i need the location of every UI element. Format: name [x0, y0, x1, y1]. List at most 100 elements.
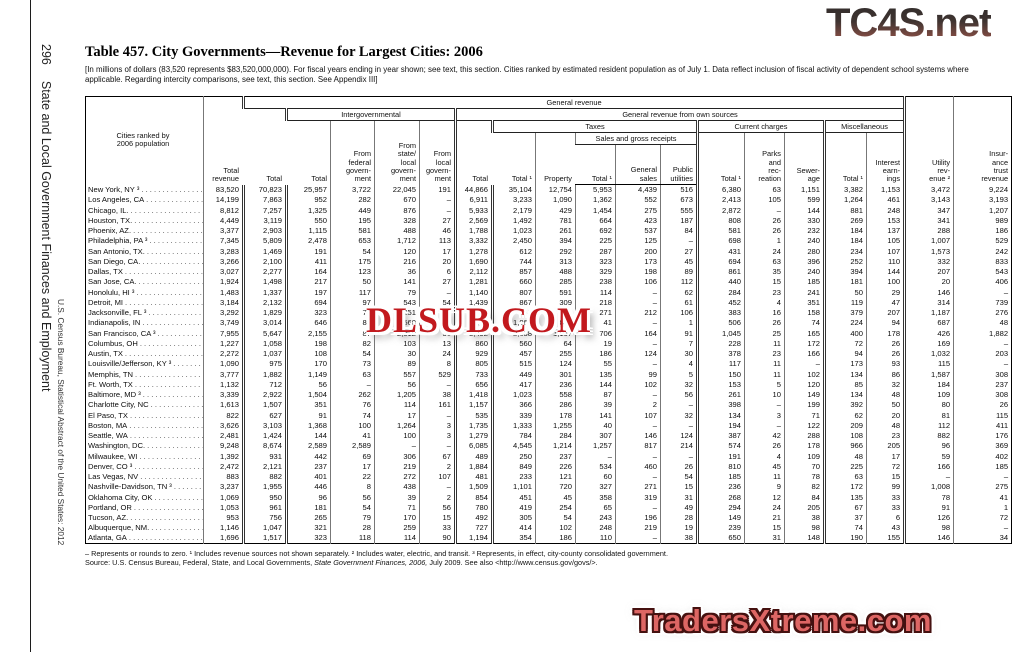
value-cell: 313	[535, 256, 576, 267]
value-cell: 1,115	[285, 225, 331, 236]
city-label: Washington, DC.	[88, 441, 146, 451]
city-label: Memphis, TN	[88, 369, 134, 379]
value-cell: 112	[660, 276, 698, 287]
col-header-insurance-trust: Insur- ance trust revenue	[953, 96, 1012, 185]
value-cell: 2,903	[242, 225, 287, 236]
table-row: Tucson, AZ.. . . . . . . . . . . . . . .…	[86, 512, 1012, 523]
value-cell: 857	[491, 266, 536, 277]
value-cell: 200	[615, 246, 661, 257]
col-header-ig-state-local: From state/ local govern- ment	[374, 120, 420, 185]
value-cell: 1,257	[575, 440, 616, 451]
watermark-tc4s: TC4S.net	[826, 1, 992, 45]
value-cell: 63	[330, 369, 375, 380]
value-cell: 144	[575, 379, 616, 390]
value-cell: 953	[203, 512, 244, 523]
city-label: Chicago, IL.	[88, 205, 129, 215]
table-row: San Francisco, CA ³. . . . . . . . . . .…	[86, 328, 1012, 339]
value-cell: 15	[865, 471, 905, 482]
dot-leader: . . . . . . . . . . . . . . . . . . . . …	[139, 338, 203, 348]
value-cell: 219	[374, 461, 420, 472]
footnote-symbols: – Represents or rounds to zero. ¹ Includ…	[85, 549, 668, 558]
value-cell: 366	[491, 399, 536, 410]
dot-leader: . . . . . . . . . . . . . . . . . . . . …	[146, 246, 203, 256]
value-cell: 25	[744, 328, 785, 339]
value-cell: 332	[903, 256, 954, 267]
dot-leader: . . . . . . . . . . . . . . . . . . . . …	[150, 400, 203, 410]
value-cell: 807	[491, 287, 536, 298]
value-cell: 1,008	[903, 481, 954, 492]
value-cell: 48	[865, 389, 905, 400]
city-cell: Atlanta, GA. . . . . . . . . . . . . . .…	[86, 533, 204, 543]
value-cell: 24	[744, 246, 785, 257]
value-cell: 3,382	[823, 184, 867, 195]
value-cell: 126	[903, 512, 954, 523]
value-cell: 78	[903, 492, 954, 503]
value-cell: 56	[419, 328, 456, 339]
city-cell: Denver, CO ³. . . . . . . . . . . . . . …	[86, 461, 204, 471]
value-cell: 989	[953, 215, 1012, 226]
value-cell: 178	[535, 410, 576, 421]
col-header-cc-total: Total ¹	[696, 132, 745, 185]
value-cell: 3,103	[242, 420, 287, 431]
value-cell: 185	[953, 461, 1012, 472]
value-cell: 219	[615, 522, 661, 533]
value-cell: 2,481	[203, 430, 244, 441]
value-cell: 119	[823, 297, 867, 308]
value-cell: 8,674	[242, 440, 287, 451]
value-cell: 442	[285, 451, 331, 462]
value-cell: –	[419, 194, 456, 205]
value-cell: 255	[535, 348, 576, 359]
dot-leader: . . . . . . . . . . . . . . . . . . . . …	[157, 328, 203, 338]
value-cell: 148	[784, 533, 825, 544]
value-cell: 11	[744, 471, 785, 482]
value-cell: 1,492	[491, 215, 536, 226]
value-cell: 1,062	[491, 317, 536, 328]
value-cell: 24	[419, 348, 456, 359]
value-cell: 25,957	[285, 184, 331, 195]
value-cell: 1,454	[575, 205, 616, 216]
value-cell: 282	[330, 194, 375, 205]
value-cell: 1,023	[491, 389, 536, 400]
value-cell: 429	[535, 205, 576, 216]
value-cell: 2,100	[242, 256, 287, 267]
value-cell: 50	[330, 276, 375, 287]
value-cell: 1,264	[374, 420, 420, 431]
col-header-ig-federal: From federal govern- ment	[330, 120, 375, 185]
value-cell: 1,483	[203, 287, 244, 298]
value-cell: 252	[823, 256, 867, 267]
value-cell: 860	[454, 338, 493, 349]
value-cell: 271	[615, 481, 661, 492]
value-cell: 125	[615, 235, 661, 246]
value-cell: 2,112	[454, 266, 493, 277]
value-cell: 47	[865, 297, 905, 308]
value-cell: 1,368	[285, 420, 331, 431]
value-cell: 226	[535, 461, 576, 472]
value-cell: –	[615, 297, 661, 308]
value-cell: 1,194	[454, 533, 493, 544]
value-cell: 72	[865, 461, 905, 472]
value-cell: 269	[823, 215, 867, 226]
value-cell: 28	[660, 512, 698, 523]
value-cell: 7,863	[242, 194, 287, 205]
dot-leader: . . . . . . . . . . . . . . . . . . . . …	[154, 492, 203, 502]
value-cell: 45	[744, 461, 785, 472]
value-cell: 82	[330, 338, 375, 349]
value-cell: 744	[491, 256, 536, 267]
value-cell: 867	[491, 297, 536, 308]
value-cell: 1,325	[285, 205, 331, 216]
value-cell: 358	[575, 492, 616, 503]
value-cell: 1,362	[575, 194, 616, 205]
value-cell: 48	[865, 420, 905, 431]
dot-leader: . . . . . . . . . . . . . . . . . . . . …	[130, 513, 203, 523]
value-cell: 39	[575, 399, 616, 410]
value-cell: 329	[575, 266, 616, 277]
value-cell: 271	[575, 307, 616, 318]
value-cell: 881	[823, 205, 867, 216]
value-cell: 190	[823, 533, 867, 544]
table-row: New York, NY ³. . . . . . . . . . . . . …	[86, 184, 1012, 195]
value-cell: 40	[575, 420, 616, 431]
value-cell: 1,023	[491, 225, 536, 236]
value-cell: 195	[330, 215, 375, 226]
value-cell: 105	[865, 235, 905, 246]
value-cell: –	[953, 338, 1012, 349]
